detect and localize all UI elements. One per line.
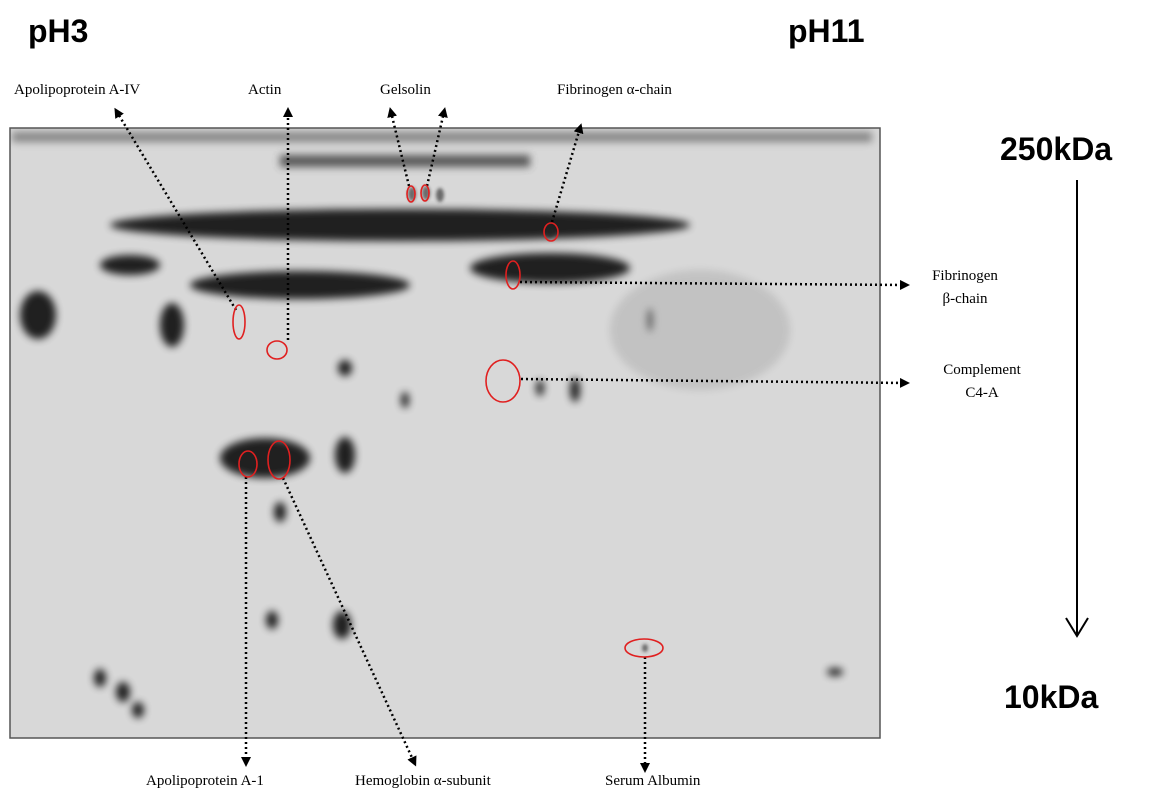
label: β-chain bbox=[942, 291, 988, 307]
gel bbox=[10, 128, 880, 738]
shape bbox=[114, 107, 238, 311]
shape bbox=[12, 132, 872, 718]
shape bbox=[505, 260, 521, 290]
label: Serum Albumin bbox=[605, 773, 701, 789]
shape bbox=[610, 270, 790, 390]
shape bbox=[12, 132, 872, 142]
shape bbox=[485, 359, 521, 403]
label: Fibrinogen α-chain bbox=[557, 82, 672, 98]
shape bbox=[280, 155, 530, 167]
shape bbox=[401, 392, 409, 408]
label: Fibrinogen bbox=[932, 268, 998, 284]
mass-top: 250kDa bbox=[1000, 131, 1112, 167]
shape bbox=[338, 360, 352, 376]
highlight-rings bbox=[232, 184, 664, 658]
shape bbox=[470, 253, 630, 283]
callouts bbox=[114, 107, 910, 773]
shape bbox=[190, 271, 410, 299]
shape bbox=[267, 440, 291, 480]
mass-bottom: 10kDa bbox=[1004, 679, 1099, 715]
shape bbox=[116, 682, 130, 702]
ph-right: pH11 bbox=[788, 13, 864, 49]
shape bbox=[624, 638, 664, 658]
shape bbox=[520, 377, 910, 388]
label: Apolipoprotein A-1 bbox=[146, 773, 264, 789]
shape bbox=[335, 437, 355, 473]
shape bbox=[110, 209, 690, 241]
label: Hemoglobin α-subunit bbox=[355, 773, 492, 789]
shape bbox=[132, 702, 144, 718]
shape bbox=[406, 185, 416, 203]
shape bbox=[436, 188, 444, 202]
shape bbox=[642, 644, 648, 652]
shape bbox=[545, 226, 555, 238]
shape bbox=[266, 340, 288, 360]
label: Complement bbox=[943, 362, 1021, 378]
shape bbox=[550, 123, 584, 223]
ph-left: pH3 bbox=[28, 13, 88, 49]
shape bbox=[519, 279, 910, 290]
shape bbox=[420, 184, 430, 202]
shape bbox=[94, 669, 106, 687]
label: C4-A bbox=[965, 385, 999, 401]
mass-arrowhead bbox=[1065, 617, 1089, 638]
shape bbox=[160, 303, 184, 347]
shape bbox=[536, 380, 544, 396]
shape bbox=[281, 477, 417, 767]
shape bbox=[266, 611, 278, 629]
shape bbox=[543, 222, 559, 242]
label: Gelsolin bbox=[380, 82, 431, 98]
shape bbox=[20, 291, 56, 339]
shape bbox=[238, 450, 258, 478]
shape bbox=[274, 502, 286, 522]
shape bbox=[570, 378, 580, 402]
shape bbox=[232, 304, 246, 340]
shape bbox=[220, 438, 310, 478]
gel-border bbox=[9, 127, 881, 739]
shape bbox=[827, 668, 843, 676]
shape bbox=[100, 255, 160, 275]
shape bbox=[333, 611, 351, 639]
label: Apolipoprotein A-IV bbox=[14, 82, 140, 98]
label: Actin bbox=[248, 82, 282, 98]
